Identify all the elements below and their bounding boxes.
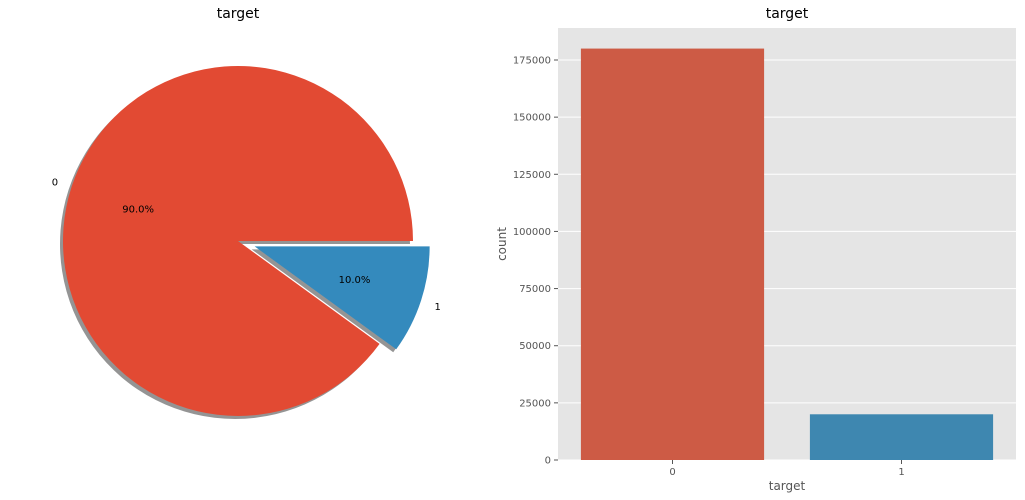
y-tick-labels: 0 25000 50000 75000 100000 125000 150000 175000 bbox=[513, 56, 558, 467]
bar-chart-title: target bbox=[766, 6, 809, 22]
y-tick-label: 125000 bbox=[513, 170, 551, 181]
y-tick-label: 75000 bbox=[519, 284, 551, 295]
pie-category-label: 1 bbox=[435, 302, 441, 313]
x-axis-title: target bbox=[769, 479, 806, 493]
y-tick-label: 50000 bbox=[519, 341, 551, 352]
pie-slice-0 bbox=[62, 66, 413, 417]
pie-percent-label: 10.0% bbox=[339, 275, 371, 286]
y-tick-label: 25000 bbox=[519, 398, 551, 409]
pie-chart-title: target bbox=[217, 6, 260, 22]
x-tick-label: 0 bbox=[669, 467, 675, 478]
pie-slices bbox=[62, 66, 430, 417]
pie-chart: target 0 90.0% 1 10.0% bbox=[52, 6, 441, 420]
y-tick-label: 0 bbox=[545, 456, 551, 467]
x-tick-label: 1 bbox=[898, 467, 904, 478]
pie-slice-1 bbox=[254, 246, 430, 350]
y-axis-title: count bbox=[495, 227, 509, 261]
pie-labels: 0 90.0% 1 10.0% bbox=[52, 178, 441, 313]
bar-0 bbox=[580, 48, 765, 460]
y-tick-label: 150000 bbox=[513, 113, 551, 124]
y-tick-label: 175000 bbox=[513, 56, 551, 67]
pie-percent-label: 90.0% bbox=[122, 205, 154, 216]
y-tick-label: 100000 bbox=[513, 227, 551, 238]
bar-1 bbox=[809, 414, 994, 460]
bars bbox=[580, 48, 994, 460]
bar-chart: 0 25000 50000 75000 100000 125000 150000 175000… bbox=[495, 6, 1016, 493]
pie-category-label: 0 bbox=[52, 178, 58, 189]
